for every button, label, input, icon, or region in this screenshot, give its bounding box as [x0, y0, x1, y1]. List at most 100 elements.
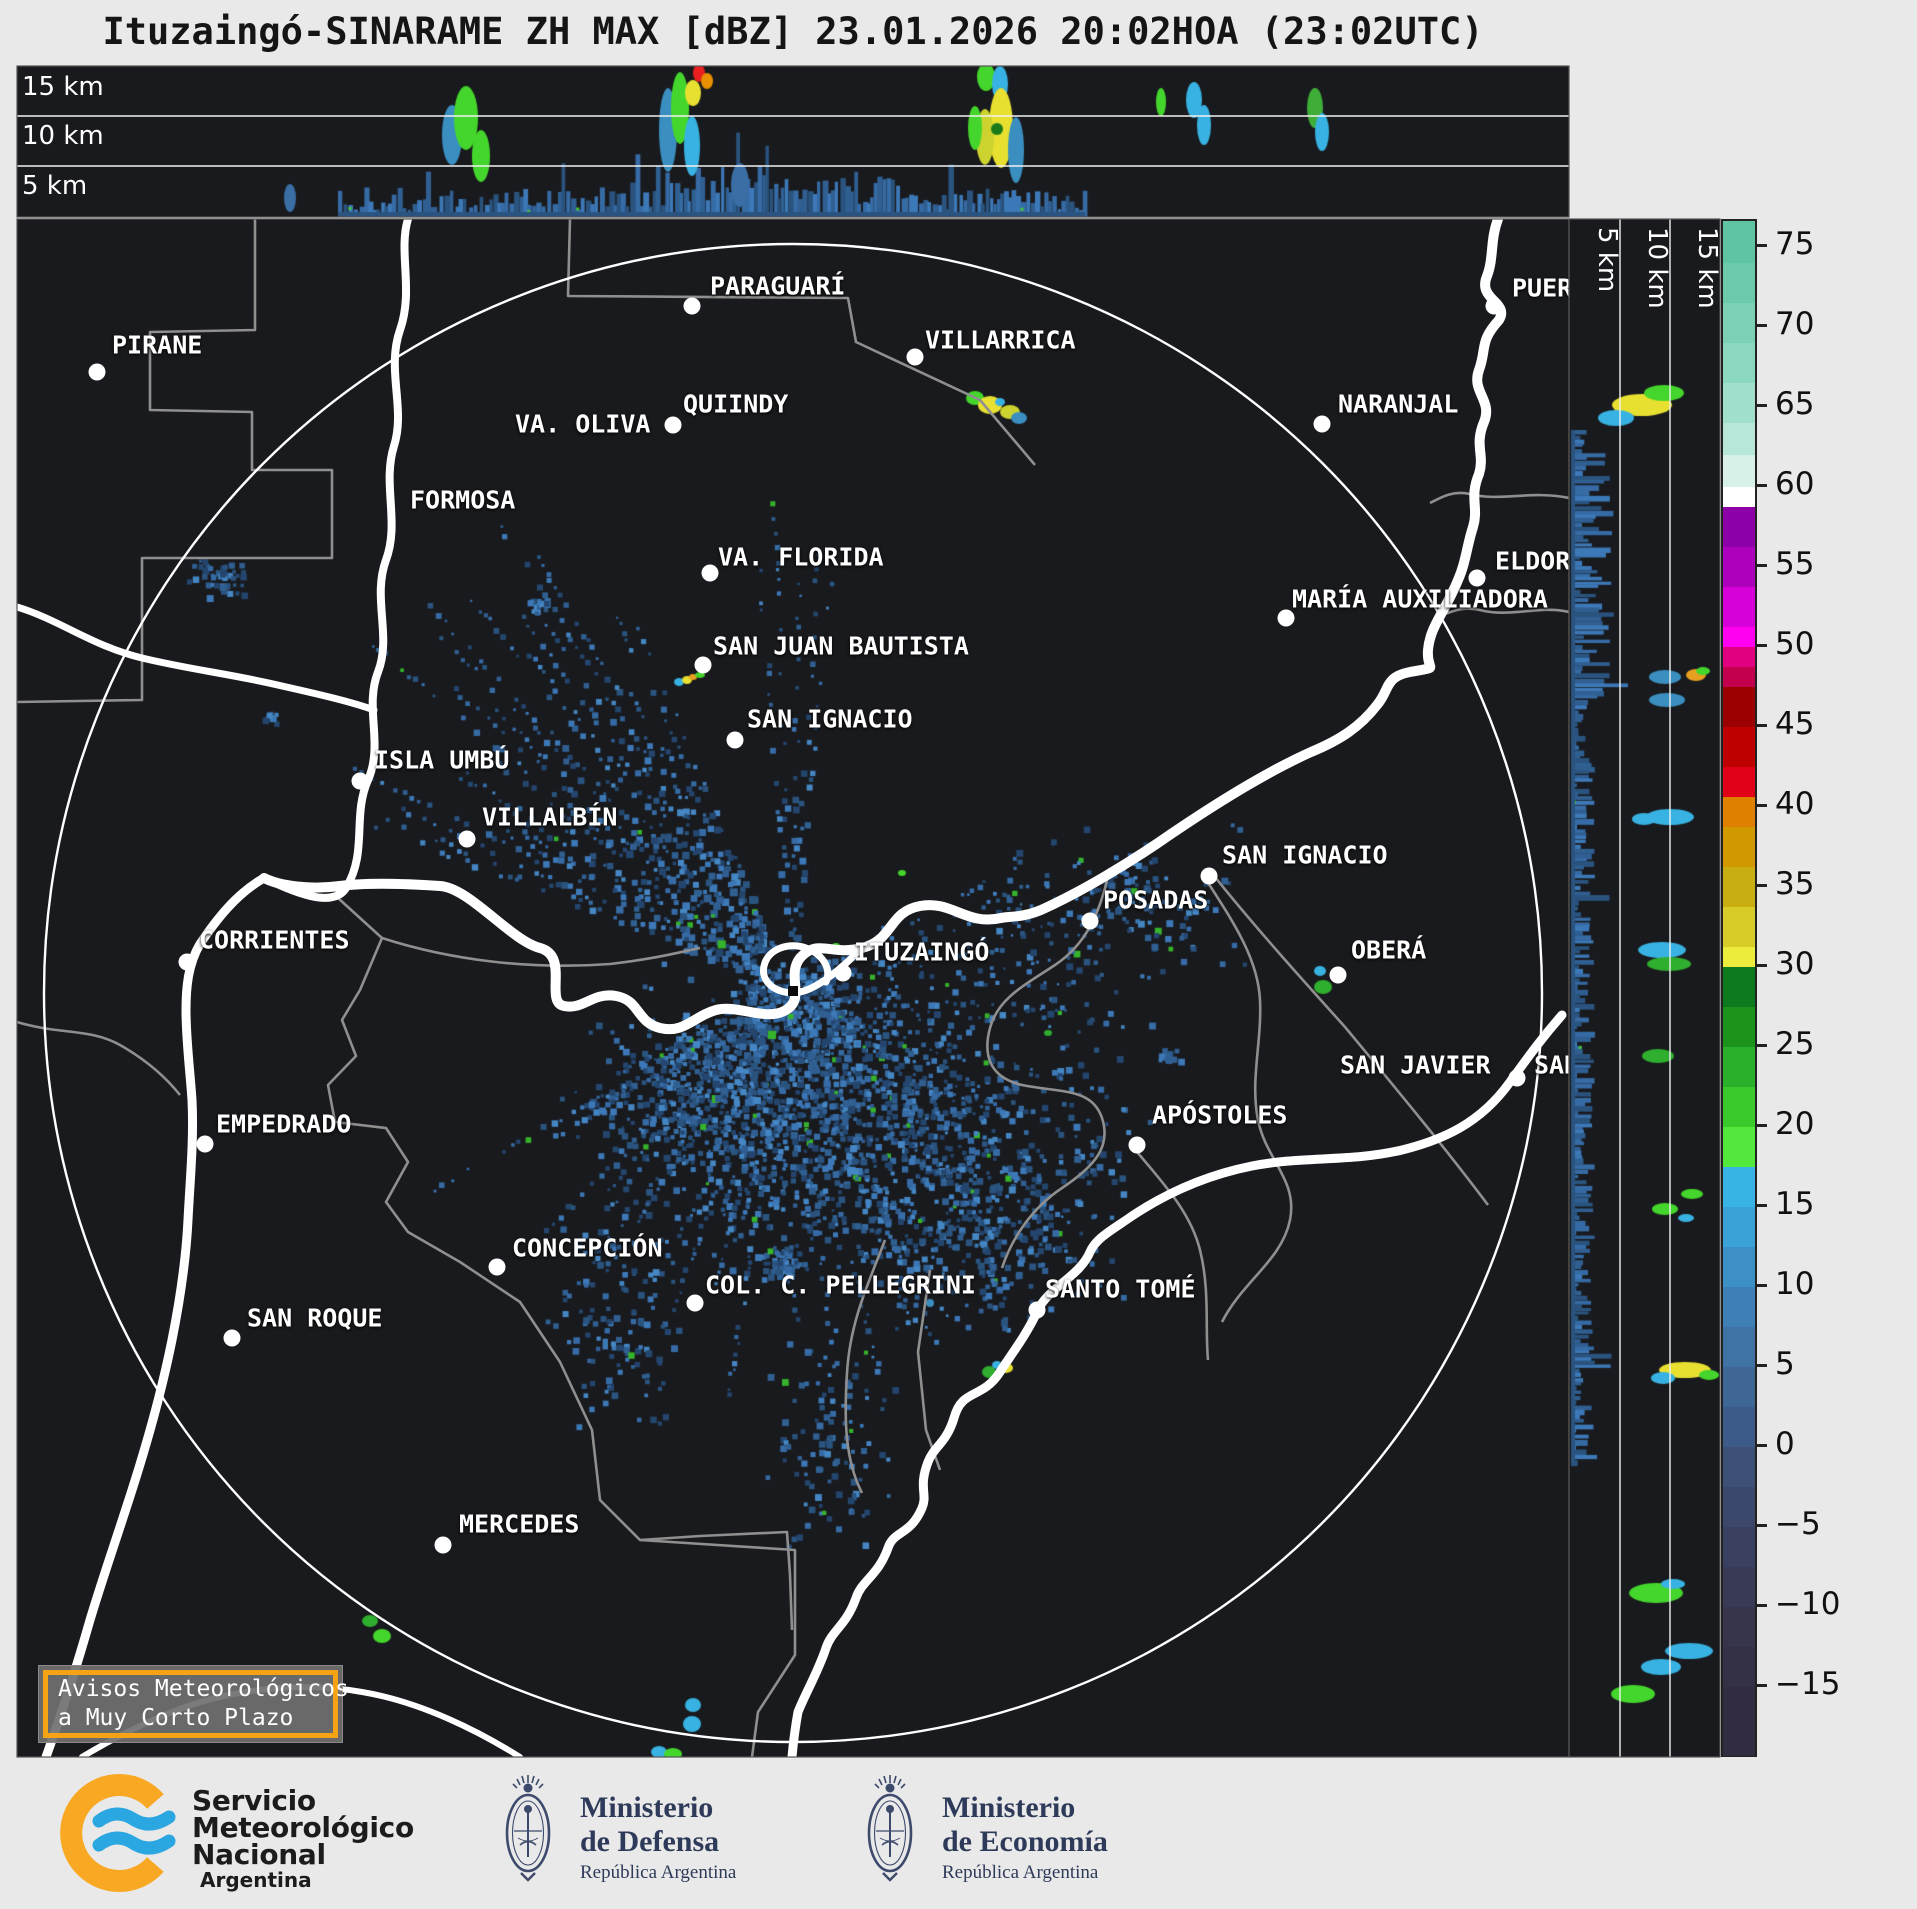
colorbar-segment [1723, 1647, 1755, 1687]
smn-logo-wave-2 [92, 1831, 176, 1855]
city-dot-san-juan-bautista [694, 656, 712, 674]
river [17, 603, 378, 714]
warning-line-1: Avisos Meteorológicos [58, 1676, 349, 1702]
colorbar-tick-label: 35 [1775, 866, 1815, 902]
colorbar-tick-mark [1757, 1603, 1767, 1607]
river [787, 1010, 1567, 1757]
colorbar-segment [1723, 383, 1755, 423]
city-dot-ober- [1329, 966, 1347, 984]
city-dot-santo-tom- [1028, 1301, 1046, 1319]
colorbar-segment [1723, 907, 1755, 947]
admin-border [916, 1269, 942, 1471]
defensa-line1: Ministerio [580, 1791, 714, 1824]
colorbar-tick-label: 40 [1775, 786, 1815, 822]
city-dot-isla-umb- [351, 772, 369, 790]
colorbar-tick-mark [1757, 1043, 1767, 1047]
colorbar-segment [1723, 767, 1755, 798]
city-label-san: SAN [1534, 1051, 1579, 1080]
city-dot-corrientes [178, 953, 196, 971]
admin-border [844, 1239, 887, 1494]
economia-line1: Ministerio [942, 1791, 1076, 1824]
colorbar-tick-mark [1757, 1283, 1767, 1287]
city-label-puerto: PUERTO [1512, 274, 1602, 303]
admin-border [1437, 607, 1569, 619]
city-label-pirane: PIRANE [112, 331, 202, 360]
colorbar-tick-label: 5 [1775, 1346, 1795, 1382]
colorbar-segment [1723, 587, 1755, 627]
colorbar-tick-mark [1757, 1523, 1767, 1527]
warning-box: Avisos Meteorológicos a Muy Corto Plazo [38, 1665, 349, 1743]
smn-country: Argentina [200, 1868, 312, 1892]
colorbar-tick-label: 20 [1775, 1106, 1815, 1142]
economia-line2: de Economía [942, 1825, 1108, 1858]
city-label-santo-tom-: SANTO TOMÉ [1045, 1275, 1196, 1304]
colorbar-segment [1723, 343, 1755, 383]
smn-name-line3: Nacional [192, 1838, 326, 1871]
colorbar-tick-mark [1757, 1203, 1767, 1207]
city-dot-naranjal [1313, 415, 1331, 433]
river [996, 219, 1507, 923]
colorbar-tick-label: −10 [1775, 1586, 1841, 1622]
city-label-san-ignacio: SAN IGNACIO [1222, 841, 1388, 870]
city-label-quiindy: QUIINDY [683, 390, 788, 419]
smn-name: Servicio Meteorológico Nacional [192, 1787, 414, 1871]
admin-border [566, 219, 1036, 466]
city-label-mercedes: MERCEDES [459, 1510, 579, 1539]
city-label-eldorado: ELDORADO [1495, 547, 1615, 576]
defensa-coat-of-arms [505, 1773, 551, 1882]
admin-border [1203, 877, 1293, 1323]
colorbar-tick-mark [1757, 243, 1767, 247]
admin-border [986, 867, 1112, 1269]
colorbar-segment [1723, 547, 1755, 587]
city-dot-empedrado [196, 1135, 214, 1153]
city-dot-col-c-pellegrini [686, 1294, 704, 1312]
city-label-concepci-n: CONCEPCIÓN [512, 1233, 663, 1263]
colorbar-tick-mark [1757, 963, 1767, 967]
city-label-isla-umb-: ISLA UMBÚ [374, 745, 509, 775]
colorbar-segment [1723, 263, 1755, 303]
city-label-formosa: FORMOSA [410, 486, 515, 515]
city-dot-san-roque [223, 1329, 241, 1347]
smn-logo-wave-1 [92, 1807, 176, 1831]
city-label-posadas: POSADAS [1103, 886, 1208, 915]
admin-border [1213, 876, 1490, 1206]
colorbar-segment [1723, 797, 1755, 827]
colorbar-segment [1723, 487, 1755, 507]
colorbar-tick-mark [1757, 1123, 1767, 1127]
city-label-san-javier: SAN JAVIER [1340, 1051, 1491, 1080]
colorbar-segment [1723, 221, 1755, 263]
river [760, 942, 866, 997]
radar-site-marker [788, 986, 798, 996]
admin-border [1131, 1146, 1210, 1361]
colorbar-tick-label: 75 [1775, 226, 1815, 262]
city-dot-san-ignacio [726, 731, 744, 749]
colorbar-segment [1723, 455, 1755, 487]
colorbar-segment [1723, 303, 1755, 343]
colorbar-tick-label: 25 [1775, 1026, 1815, 1062]
top-panel-frame [16, 65, 1570, 218]
colorbar-tick-mark [1757, 1683, 1767, 1687]
colorbar-segment [1723, 1127, 1755, 1167]
colorbar-tick-label: −15 [1775, 1666, 1841, 1702]
admin-border [17, 219, 334, 704]
colorbar-segment [1723, 1567, 1755, 1607]
city-label-san-ignacio: SAN IGNACIO [747, 705, 913, 734]
colorbar-segment [1723, 423, 1755, 455]
top-axis-label-5km: 5 km [22, 171, 88, 201]
colorbar-segment [1723, 867, 1755, 907]
economia-coat-of-arms [867, 1773, 913, 1882]
top-axis-label-10km: 10 km [22, 121, 104, 151]
colorbar-tick-mark [1757, 883, 1767, 887]
city-dot-concepci-n [488, 1258, 506, 1276]
colorbar-tick-mark [1757, 643, 1767, 647]
admin-border [17, 1020, 182, 1096]
city-label-va-florida: VA. FLORIDA [718, 543, 884, 572]
city-label-villarrica: VILLARRICA [925, 326, 1076, 355]
smn-name-line2: Meteorológico [192, 1811, 414, 1844]
city-dot-va-florida [701, 564, 719, 582]
colorbar-tick-label: 70 [1775, 306, 1815, 342]
city-label-corrientes: CORRIENTES [199, 926, 350, 955]
city-label-ober-: OBERÁ [1351, 936, 1426, 965]
defensa-subtitle: República Argentina [580, 1862, 737, 1883]
